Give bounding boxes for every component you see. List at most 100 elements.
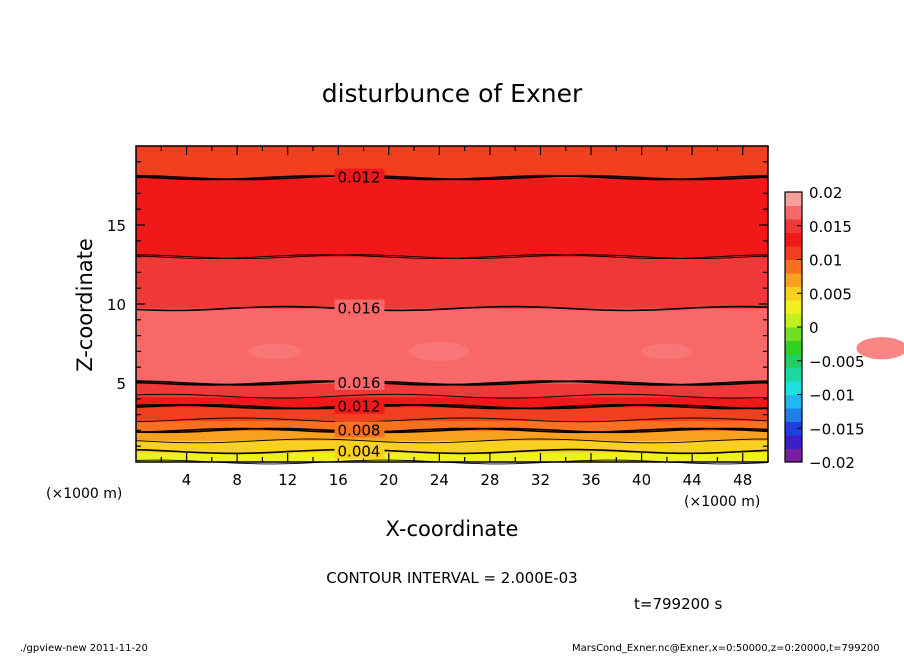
contour-line bbox=[135, 448, 769, 455]
band bbox=[136, 454, 768, 457]
band bbox=[136, 228, 768, 232]
band bbox=[136, 420, 768, 424]
chart-title: disturbunce of Exner bbox=[322, 79, 583, 108]
band bbox=[136, 171, 768, 175]
contour-label-text: 0.004 bbox=[338, 442, 381, 460]
colorbar-swatch bbox=[785, 232, 802, 247]
band bbox=[136, 456, 768, 459]
band bbox=[136, 183, 768, 187]
band bbox=[136, 286, 768, 289]
band bbox=[136, 282, 768, 285]
band bbox=[136, 331, 768, 335]
y-tick-label: 15 bbox=[107, 217, 126, 235]
band bbox=[136, 173, 768, 177]
band bbox=[136, 369, 768, 372]
band bbox=[136, 169, 768, 173]
band bbox=[136, 248, 768, 252]
band bbox=[136, 258, 768, 262]
colorbar-swatch bbox=[785, 340, 802, 355]
band bbox=[136, 305, 768, 309]
band bbox=[136, 179, 768, 183]
colorbar-tick-label: 0.005 bbox=[809, 285, 852, 303]
band bbox=[136, 321, 768, 325]
band bbox=[136, 298, 768, 301]
colorbar-swatch bbox=[785, 408, 802, 422]
band bbox=[136, 175, 768, 179]
x-tick-label: 4 bbox=[182, 471, 192, 489]
band bbox=[136, 276, 768, 279]
colorbar-swatch bbox=[785, 259, 802, 274]
band bbox=[136, 211, 768, 214]
colorbar-swatch bbox=[785, 246, 802, 260]
colorbar-swatch bbox=[785, 327, 802, 341]
contour-label-bg bbox=[334, 421, 385, 438]
band bbox=[136, 290, 768, 293]
band bbox=[136, 207, 768, 210]
band bbox=[136, 392, 768, 396]
band bbox=[136, 294, 768, 297]
colorbar-swatch bbox=[785, 448, 802, 463]
band bbox=[136, 296, 768, 299]
band bbox=[136, 335, 768, 339]
contour-line bbox=[135, 427, 769, 434]
band bbox=[136, 147, 768, 151]
band bbox=[136, 185, 768, 189]
band bbox=[136, 284, 768, 287]
band bbox=[136, 266, 768, 270]
colorbar-swatch bbox=[785, 435, 802, 449]
band bbox=[136, 440, 768, 443]
band bbox=[136, 226, 768, 230]
band bbox=[136, 377, 768, 380]
contour-line bbox=[135, 417, 769, 423]
band bbox=[136, 396, 768, 400]
contour-line bbox=[135, 438, 769, 444]
band bbox=[136, 450, 768, 453]
band bbox=[136, 444, 768, 447]
contour-label: 0.016 bbox=[334, 374, 385, 392]
band bbox=[136, 329, 768, 333]
band bbox=[136, 181, 768, 185]
band bbox=[136, 278, 768, 281]
band bbox=[136, 215, 768, 218]
footer-left: ./gpview-new 2011-11-20 bbox=[20, 643, 148, 654]
band bbox=[136, 153, 768, 157]
contour-line bbox=[135, 403, 769, 410]
contour-label: 0.012 bbox=[334, 397, 385, 416]
band bbox=[136, 302, 768, 305]
peak-patch bbox=[641, 343, 693, 360]
band bbox=[136, 379, 768, 382]
band bbox=[136, 367, 768, 370]
band bbox=[136, 191, 768, 194]
contour-line bbox=[135, 403, 769, 410]
colorbar-swatch bbox=[785, 421, 802, 436]
colorbar-swatch bbox=[785, 219, 802, 233]
band bbox=[136, 167, 768, 171]
band bbox=[136, 300, 768, 303]
band bbox=[136, 268, 768, 272]
band bbox=[136, 252, 768, 256]
band bbox=[136, 274, 768, 277]
band bbox=[136, 319, 768, 323]
band bbox=[136, 232, 768, 236]
band bbox=[136, 250, 768, 254]
band bbox=[136, 205, 768, 208]
band bbox=[136, 388, 768, 392]
x-tick-label: 44 bbox=[683, 471, 702, 489]
band bbox=[136, 203, 768, 206]
band bbox=[136, 155, 768, 159]
x-tick-label: 12 bbox=[278, 471, 297, 489]
band bbox=[136, 426, 768, 430]
band bbox=[136, 412, 768, 416]
band bbox=[136, 304, 768, 307]
colorbar-tick-label: −0.005 bbox=[809, 353, 865, 371]
band bbox=[136, 163, 768, 167]
band bbox=[136, 430, 768, 433]
band bbox=[136, 363, 768, 366]
colorbar-swatch bbox=[785, 367, 802, 382]
band bbox=[136, 242, 768, 246]
band bbox=[136, 246, 768, 250]
band bbox=[136, 165, 768, 169]
peak-patch bbox=[409, 341, 470, 361]
band bbox=[136, 398, 768, 402]
